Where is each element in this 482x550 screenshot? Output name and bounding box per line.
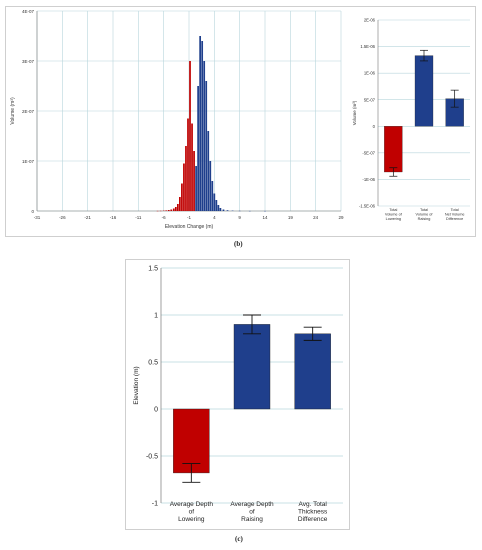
raising-bar <box>219 208 222 211</box>
y-tick-label: 0 <box>31 209 34 214</box>
x-tick-label: -6 <box>162 215 166 220</box>
y-tick-label: 0.5 <box>148 360 158 367</box>
y-tick-label: -1.5E-06 <box>359 204 376 209</box>
lowering-bar <box>179 197 181 211</box>
x-tick-label: -21 <box>84 215 91 220</box>
volume-chart: 2E-06 1.5E-06 1E-06 5E-07 0 -5E-07 -1E-06 -1.5E… <box>352 18 470 221</box>
y-tick-label: 4E-07 <box>22 9 35 14</box>
x-tick-label: 9 <box>238 215 241 220</box>
raising-bar <box>197 86 199 211</box>
y-axis-label: Elevation (m) <box>133 366 140 404</box>
y-tick-label: 1 <box>154 313 158 320</box>
category-label: Average Depth of Lowering <box>170 501 214 523</box>
x-axis-label: Elevation Change (m) <box>165 224 214 230</box>
y-tick-label: 1.5 <box>148 266 158 273</box>
y-tick-label: 2E-06 <box>364 18 376 23</box>
lowering-bar <box>170 209 173 211</box>
raising-bar <box>201 41 204 211</box>
lowering-bar <box>187 118 189 211</box>
y-tick-label: -1 <box>152 501 158 508</box>
y-tick-label: 0 <box>154 407 158 414</box>
y-tick-label: 2E-07 <box>22 109 35 114</box>
lowering-bar <box>172 208 175 211</box>
x-tick-label: -26 <box>59 215 66 220</box>
y-tick-label: -5E-07 <box>362 150 375 155</box>
category-label: Total Net Volume Difference <box>445 208 465 221</box>
raising-bar <box>217 205 220 211</box>
depth-bar <box>233 324 271 410</box>
caption-c: (c) <box>235 535 243 543</box>
y-tick-label: 5E-07 <box>364 97 376 102</box>
volume-bar <box>414 55 434 127</box>
raising-bar <box>226 210 229 211</box>
raising-bar <box>215 200 218 211</box>
raising-bar <box>222 209 225 211</box>
x-tick-label: 14 <box>262 215 268 220</box>
x-tick-label: -31 <box>34 215 41 220</box>
y-tick-label: 1.5E-06 <box>360 44 375 49</box>
caption-b: (b) <box>234 240 243 248</box>
x-tick-label: 4 <box>213 215 216 220</box>
lowering-bar <box>189 61 191 211</box>
lowering-bar <box>181 183 183 211</box>
lowering-bar <box>165 210 168 211</box>
volume-bar <box>384 126 403 173</box>
raising-bar <box>207 131 210 211</box>
lowering-bar <box>191 123 193 211</box>
raising-bar <box>211 181 214 211</box>
x-tick-label: 24 <box>313 215 319 220</box>
raising-bar <box>205 81 208 211</box>
category-label: Total Volume of Lowering <box>385 208 403 221</box>
x-tick-label: 19 <box>288 215 294 220</box>
lowering-bar <box>167 210 170 211</box>
histogram-chart: -31 -26 -21 -16 -11 -6 -1 4 9 14 19 24 29 0 1E-07 2E-07… <box>10 9 344 230</box>
x-tick-label: -1 <box>187 215 191 220</box>
lowering-bar <box>193 151 195 211</box>
x-tick-label: -16 <box>110 215 117 220</box>
raising-bar <box>203 61 206 211</box>
y-tick-label: -0.5 <box>146 454 158 461</box>
category-label: Total Volume of Raising <box>416 208 434 221</box>
x-tick-label: 29 <box>338 215 344 220</box>
lowering-bar <box>183 163 185 211</box>
category-label: Average Depth of Raising <box>230 501 274 523</box>
depth-bar <box>173 408 210 474</box>
x-tick-label: -11 <box>135 215 142 220</box>
y-tick-label: 0 <box>373 124 376 129</box>
raising-bar <box>209 161 212 211</box>
depth-chart: 1.5 1 0.5 0 -0.5 -1 Average Depth of Lowering Ave… <box>133 266 343 523</box>
lowering-bar <box>176 204 179 211</box>
y-tick-label: 3E-07 <box>22 59 35 64</box>
y-axis-label: Volume (m³) <box>10 97 16 125</box>
raising-bar <box>213 193 216 211</box>
lowering-bar <box>185 146 187 211</box>
raising-bar <box>199 36 202 211</box>
y-axis-label: Volume (m³) <box>352 100 357 125</box>
category-label: Avg. Total Thickness Difference <box>298 501 328 523</box>
y-tick-label: -1E-06 <box>362 177 375 182</box>
y-tick-label: 1E-07 <box>22 159 35 164</box>
panel-b-frame <box>5 6 476 237</box>
raising-bar <box>195 166 197 211</box>
y-tick-label: 1E-06 <box>364 71 376 76</box>
depth-bar <box>294 333 331 410</box>
lowering-bar <box>174 207 177 211</box>
